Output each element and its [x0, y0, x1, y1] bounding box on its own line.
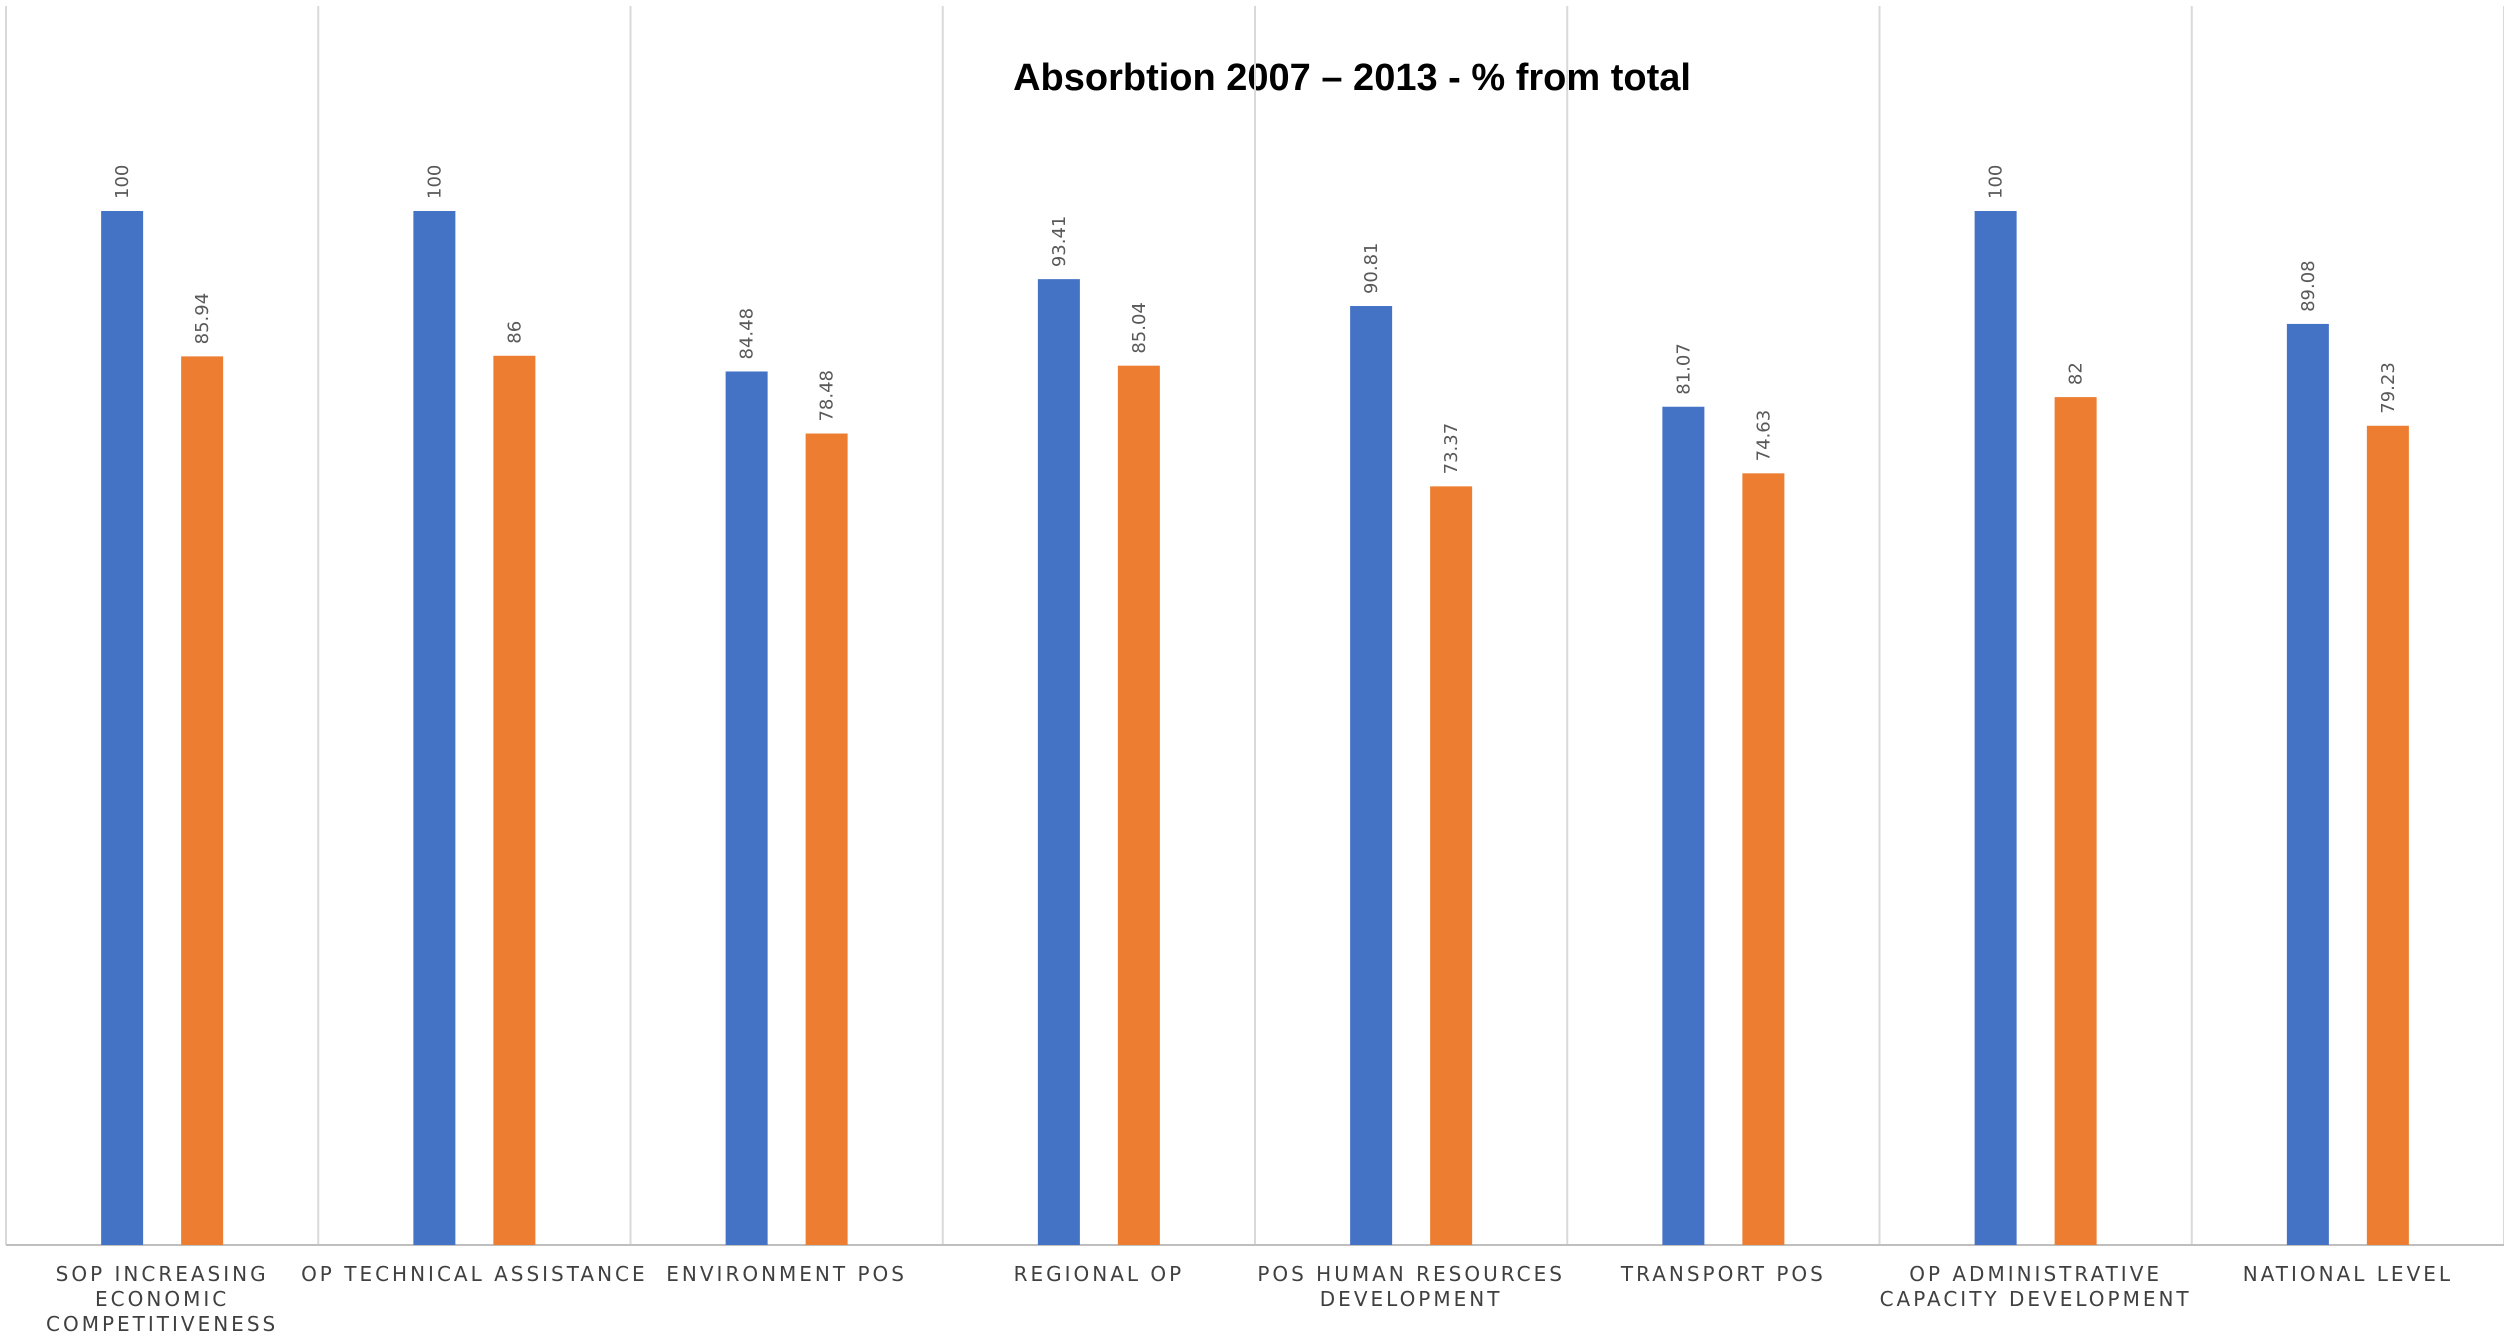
bar-series-1 [101, 211, 144, 1245]
data-label: 90.81 [1361, 242, 1382, 294]
bar-series-1 [2286, 323, 2329, 1245]
bar-series-1 [725, 371, 768, 1245]
data-label: 73.37 [1441, 423, 1462, 475]
category-label: TRANSPORT POS [1620, 1262, 1826, 1286]
data-label: 85.04 [1129, 302, 1150, 354]
category-label: SOP INCREASING ECONOMIC COMPETITIVENESS [46, 1262, 278, 1336]
bar-series-2 [1430, 486, 1473, 1245]
category-label: POS HUMAN RESOURCES DEVELOPMENT [1257, 1262, 1565, 1311]
data-label: 79.23 [2378, 362, 2399, 414]
bar-series-2 [493, 355, 536, 1245]
chart-title: Absorbtion 2007 – 2013 - % from total [1013, 57, 1691, 99]
data-label: 84.48 [737, 308, 758, 360]
data-label: 86 [504, 321, 525, 344]
bar-series-2 [805, 433, 848, 1245]
bar-series-1 [1662, 406, 1705, 1245]
data-label: 78.48 [817, 370, 838, 422]
bar-series-2 [2366, 425, 2409, 1245]
data-labels: 100 100 84.48 93.41 90.81 81.07 100 89.08 85.94 8… [112, 165, 2399, 475]
data-label: 81.07 [1673, 343, 1694, 395]
bar-series-2 [1117, 365, 1160, 1245]
data-label: 89.08 [2298, 260, 2319, 312]
data-label: 100 [424, 165, 445, 199]
bars [101, 211, 2409, 1246]
bar-series-1 [1037, 279, 1080, 1245]
category-label: OP TECHNICAL ASSISTANCE [301, 1262, 648, 1286]
bar-series-1 [1974, 211, 2017, 1245]
category-label: ENVIRONMENT POS [666, 1262, 907, 1286]
bar-series-1 [1350, 306, 1393, 1245]
data-label: 85.94 [192, 293, 213, 345]
bar-series-2 [181, 356, 224, 1246]
data-label: 93.41 [1049, 216, 1070, 268]
category-gridlines [5, 6, 2504, 1245]
data-label: 74.63 [1753, 410, 1774, 462]
category-label: NATIONAL LEVEL [2243, 1262, 2453, 1286]
data-label: 100 [1986, 165, 2007, 199]
bar-series-2 [1742, 473, 1785, 1245]
category-label: OP ADMINISTRATIVE CAPACITY DEVELOPMENT [1880, 1262, 2192, 1311]
category-labels: SOP INCREASING ECONOMIC COMPETITIVENESS OP … [46, 1262, 2453, 1336]
bar-series-1 [413, 211, 456, 1245]
data-label: 82 [2066, 362, 2087, 385]
bar-series-2 [2054, 397, 2097, 1245]
data-label: 100 [112, 165, 133, 199]
category-label: REGIONAL OP [1014, 1262, 1185, 1286]
